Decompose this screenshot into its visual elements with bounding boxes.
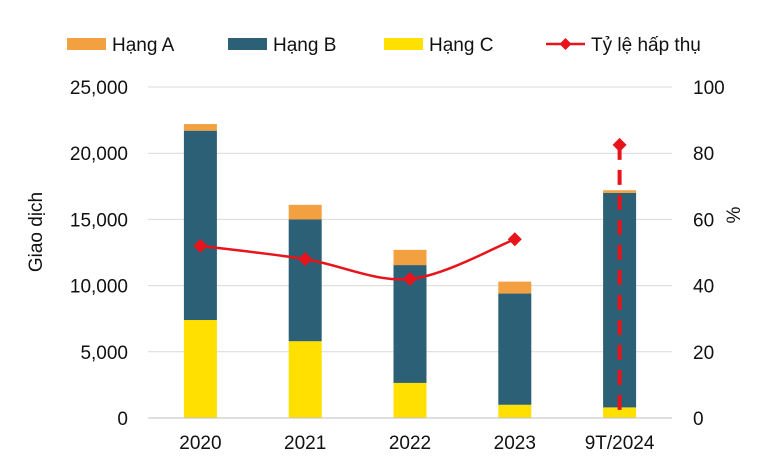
- y-tick-label-left: 10,000: [70, 277, 128, 298]
- x-tick-label: 2022: [389, 433, 431, 454]
- bar-segment-hạng-a: [498, 281, 532, 294]
- absorption-marker: [507, 232, 522, 247]
- bar-segment-hạng-c: [288, 341, 322, 418]
- bar-segment-hạng-c: [393, 382, 427, 418]
- absorption-line: [193, 137, 627, 418]
- absorption-marker: [403, 271, 417, 286]
- legend-label: Hạng C: [429, 35, 493, 56]
- y-tick-label-left: 5,000: [80, 343, 128, 364]
- bar-segment-hạng-b: [183, 130, 217, 321]
- legend-label: Tỷ lệ hấp thụ: [591, 35, 701, 56]
- x-tick-label: 2023: [494, 433, 536, 454]
- absorption-marker: [298, 252, 313, 267]
- y-tick-label-right: 100: [693, 78, 725, 99]
- legend-swatch: [384, 38, 423, 50]
- bar-segment-hạng-a: [288, 204, 322, 220]
- bars: [183, 124, 637, 418]
- legend-swatch: [67, 38, 106, 50]
- legend-swatch: [228, 38, 267, 50]
- y-tick-label-right: 20: [693, 343, 714, 364]
- y-tick-label-right: 60: [693, 210, 714, 231]
- bar-segment-hạng-a: [393, 249, 427, 266]
- bar-segment-hạng-c: [498, 404, 532, 418]
- bar-segment-hạng-b: [498, 293, 532, 405]
- legend: Hạng A Hạng B Hạng C Tỷ lệ hấp thụ: [67, 35, 701, 56]
- absorption-marker: [193, 238, 208, 253]
- gridlines: [148, 86, 672, 353]
- y-axis-title-left: Giao dịch: [26, 192, 47, 272]
- y-tick-label-left: 20,000: [70, 144, 128, 165]
- bar-segment-hạng-a: [603, 190, 637, 193]
- absorption-line-path: [200, 238, 516, 281]
- y-tick-label-right: 40: [693, 277, 714, 298]
- y-tick-label-left: 25,000: [70, 78, 128, 99]
- axes: 0 5,000 10,000 15,000 20,000 25,000 0 20 40 60 80 1…: [70, 78, 725, 454]
- bar-segment-hạng-b: [288, 219, 322, 342]
- y-tick-label-right: 0: [693, 409, 704, 430]
- x-tick-label: 2021: [284, 433, 326, 454]
- y-tick-label-right: 80: [693, 144, 714, 165]
- bar-segment-hạng-a: [183, 124, 217, 131]
- absorption-marker: [612, 137, 627, 152]
- x-tick-label: 9T/2024: [585, 433, 655, 454]
- bar-segment-hạng-c: [603, 407, 637, 418]
- y-axis-title-right: %: [724, 206, 745, 223]
- y-tick-label-left: 15,000: [70, 210, 128, 231]
- x-tick-label: 2020: [179, 433, 221, 454]
- y-tick-label-left: 0: [117, 409, 128, 430]
- bar-segment-hạng-c: [183, 320, 217, 418]
- legend-label: Hạng B: [273, 35, 336, 56]
- legend-label: Hạng A: [112, 35, 175, 56]
- legend-marker: [559, 38, 572, 50]
